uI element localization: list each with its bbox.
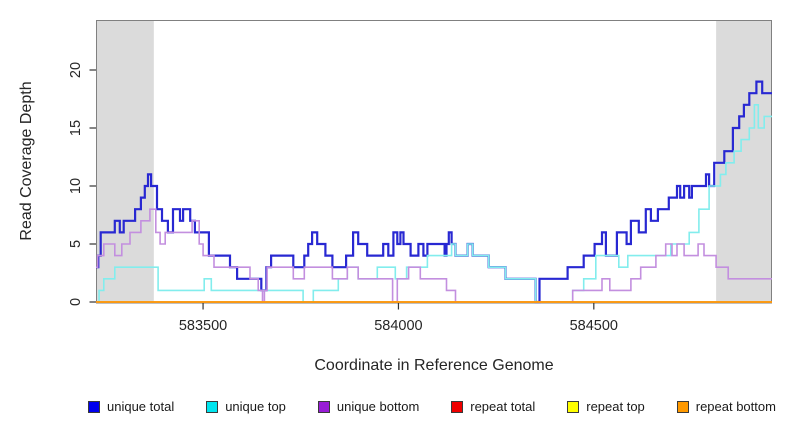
legend-label: unique total <box>107 399 175 414</box>
series-line-unique-bottom <box>96 208 772 303</box>
legend-item-repeat-top: repeat top <box>567 399 645 414</box>
shaded-region <box>96 20 154 303</box>
series-line-unique-top <box>96 104 772 303</box>
legend-swatch-icon <box>317 400 330 413</box>
x-tick-label: 584000 <box>374 318 422 334</box>
legend-swatch-icon <box>676 400 689 413</box>
y-tick-label: 5 <box>68 240 84 248</box>
legend-label: unique top <box>225 399 286 414</box>
plot-box <box>96 20 772 304</box>
y-tick-label: 0 <box>68 298 84 306</box>
legend-item-unique-top: unique top <box>206 399 286 414</box>
shaded-region <box>716 20 772 303</box>
legend-label: repeat bottom <box>695 399 776 414</box>
y-tick-label: 20 <box>68 62 84 78</box>
legend-item-unique-total: unique total <box>88 399 174 414</box>
series-line-unique-total <box>96 80 772 304</box>
y-tick-label: 10 <box>68 178 84 194</box>
legend-label: repeat top <box>586 399 645 414</box>
legend-swatch-icon <box>451 400 464 413</box>
legend-label: repeat total <box>470 399 536 414</box>
legend-swatch-icon <box>206 400 219 413</box>
legend-item-unique-bottom: unique bottom <box>317 399 420 414</box>
legend-item-repeat-bottom: repeat bottom <box>676 399 776 414</box>
x-tick-label: 583500 <box>179 318 227 334</box>
x-axis-label: Coordinate in Reference Genome <box>314 357 554 374</box>
legend: unique total unique top unique bottom repea… <box>88 399 776 414</box>
y-axis-label: Read Coverage Depth <box>18 81 35 241</box>
legend-label: unique bottom <box>336 399 420 414</box>
x-tick-label: 584500 <box>570 318 618 334</box>
legend-item-repeat-total: repeat total <box>451 399 535 414</box>
y-tick-label: 15 <box>68 120 84 136</box>
legend-swatch-icon <box>88 400 100 413</box>
legend-swatch-icon <box>567 400 580 413</box>
